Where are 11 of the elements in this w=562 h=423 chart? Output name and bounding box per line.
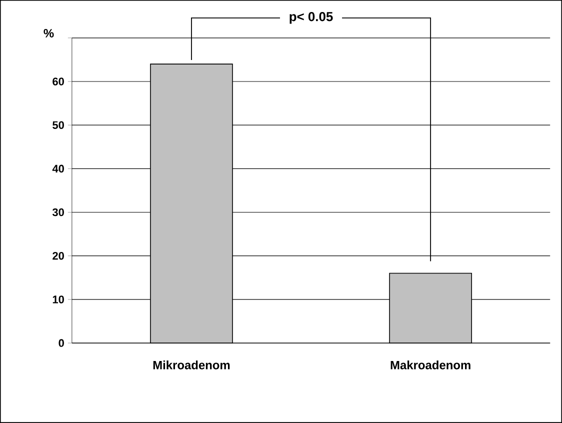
y-tick-label: 50 <box>52 121 64 129</box>
y-axis-title: % <box>44 29 54 38</box>
x-tick-label: Makroadenom <box>390 360 470 370</box>
y-tick-label: 10 <box>52 296 64 304</box>
y-tick-label: 30 <box>52 208 64 216</box>
text: p< 0.05 <box>290 12 333 24</box>
y-tick-label: 40 <box>52 164 64 173</box>
y-tick-label: 0 <box>58 339 64 347</box>
x-tick-label: Mikroadenom <box>153 360 230 370</box>
y-tick-label: 60 <box>52 78 64 86</box>
y-tick-label: 20 <box>52 252 64 260</box>
